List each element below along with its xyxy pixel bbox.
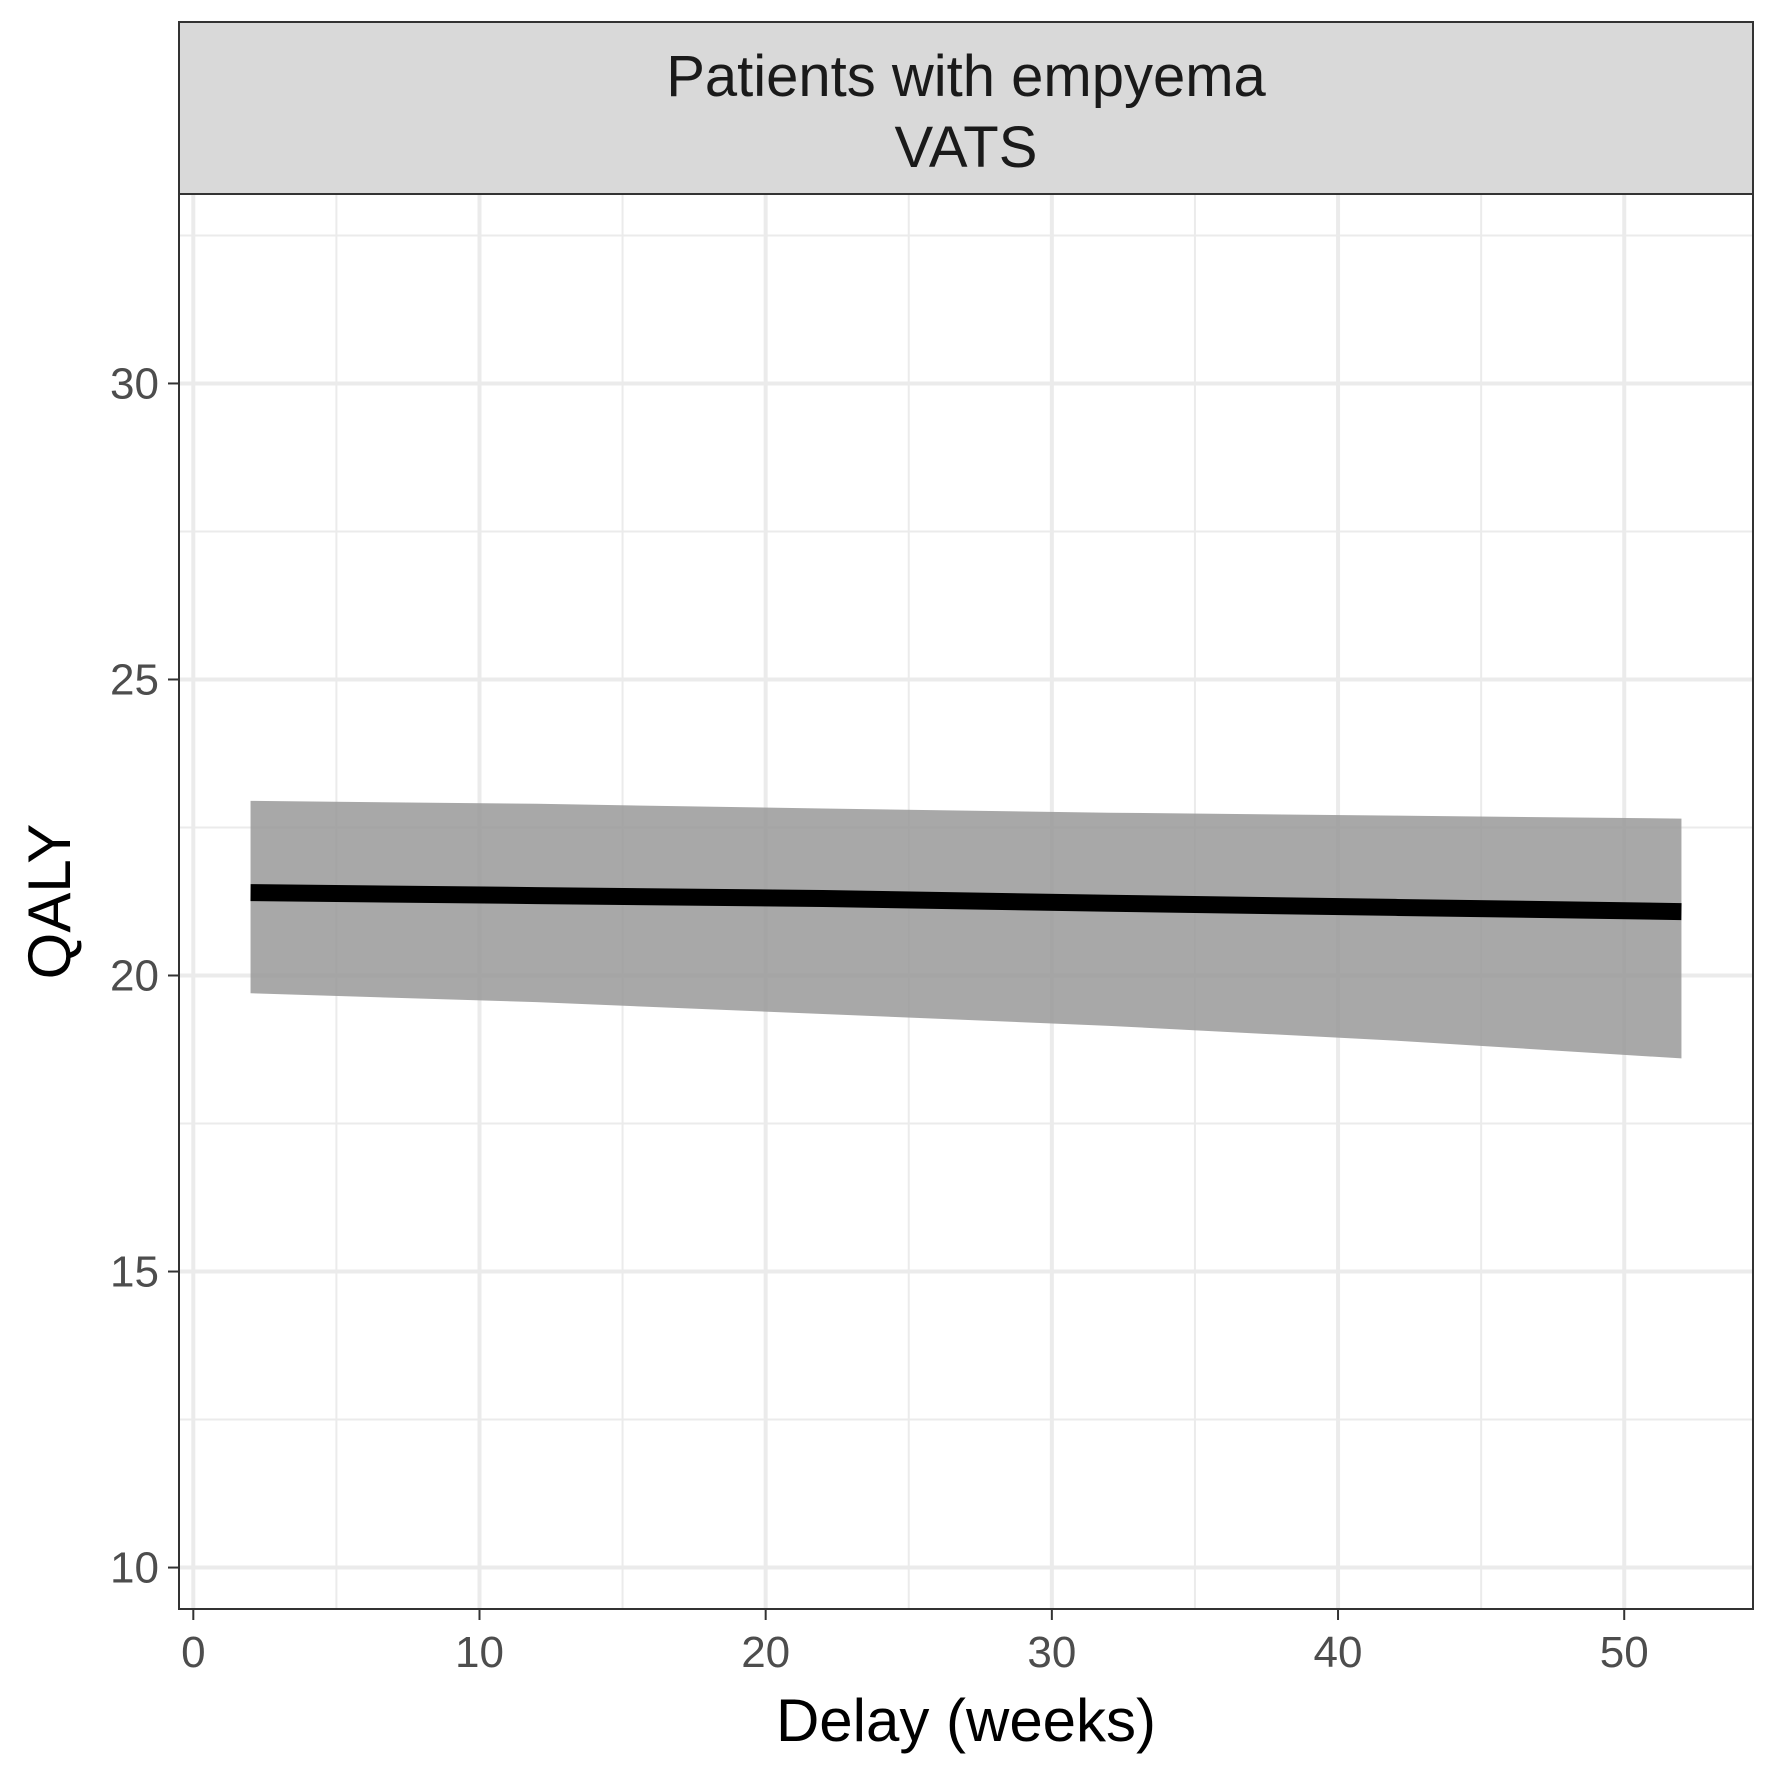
x-tick-label: 40 (1314, 1628, 1363, 1677)
facet-title-line-2: VATS (895, 115, 1038, 180)
x-tick-label: 30 (1027, 1628, 1076, 1677)
x-tick-label: 20 (741, 1628, 790, 1677)
y-tick-label: 20 (110, 952, 159, 1001)
facet-strip: Patients with empyema VATS (178, 21, 1754, 195)
x-tick-label: 50 (1600, 1628, 1649, 1677)
facet-strip-background (178, 21, 1754, 195)
trend-line-layer (250, 884, 1682, 921)
trend-line (250, 884, 1682, 921)
y-axis: 10 15 20 25 30 (110, 359, 179, 1593)
x-tick-label: 10 (455, 1628, 504, 1677)
y-axis-title: QALY (16, 824, 83, 980)
x-tick-label: 0 (181, 1628, 205, 1677)
x-axis-title: Delay (weeks) (776, 1687, 1156, 1754)
confidence-band-layer (250, 800, 1682, 1059)
confidence-band (250, 800, 1682, 1059)
y-tick-label: 25 (110, 655, 159, 704)
y-tick-label: 30 (110, 359, 159, 408)
x-axis: 0 10 20 30 40 50 (181, 1609, 1649, 1677)
y-tick-label: 10 (110, 1544, 159, 1593)
y-tick-label: 15 (110, 1248, 159, 1297)
facet-title-line-1: Patients with empyema (666, 44, 1266, 109)
